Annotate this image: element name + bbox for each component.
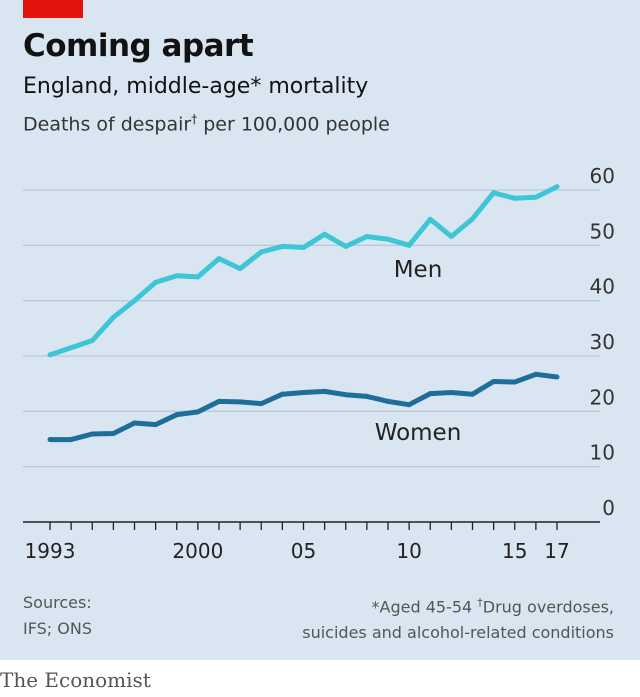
- sources-line-1: Sources:: [23, 593, 92, 612]
- point-women-2017: [554, 374, 560, 380]
- point-men-2005: [301, 245, 306, 251]
- x-tick-label-05: 05: [291, 539, 316, 563]
- point-women-2000: [195, 409, 201, 415]
- footnotes: *Aged 45-54 †Drug overdoses, suicides an…: [302, 590, 614, 646]
- point-men-2013: [470, 216, 475, 222]
- point-women-2006: [322, 388, 328, 394]
- footnote-dagger: †: [477, 596, 483, 609]
- point-men-2009: [385, 236, 391, 242]
- y-tick-label-50: 50: [590, 219, 615, 243]
- point-men-1993: [47, 352, 53, 358]
- point-women-2011: [427, 391, 433, 397]
- point-men-2011: [427, 216, 433, 222]
- line-chart: 0 10 20 30 40 50 60 1993 2000 05 10 15 17 Men Women: [23, 164, 615, 563]
- point-men-2003: [258, 249, 264, 255]
- publisher-logo: The Economist: [0, 668, 151, 692]
- sources-line-2: IFS; ONS: [23, 619, 92, 638]
- footnote-overdoses: Drug overdoses,: [482, 597, 614, 617]
- point-men-1995: [89, 338, 95, 344]
- point-men-2010: [406, 242, 412, 248]
- brand-red-tag: [23, 0, 83, 18]
- point-men-1999: [174, 273, 180, 279]
- point-women-2002: [237, 399, 243, 405]
- point-women-2010: [406, 402, 412, 408]
- point-men-1997: [132, 298, 137, 304]
- point-women-1996: [110, 430, 116, 436]
- series-women-line: [50, 371, 558, 443]
- point-women-2016: [533, 371, 539, 377]
- point-women-1995: [89, 431, 95, 437]
- x-tick-label-2000: 2000: [172, 539, 223, 563]
- y-tick-label-10: 10: [590, 441, 615, 465]
- x-tick-label-10: 10: [396, 539, 421, 563]
- series-label-women: Women: [375, 420, 462, 446]
- point-women-2015: [512, 379, 518, 385]
- point-women-2005: [301, 390, 306, 396]
- point-women-2009: [385, 398, 391, 404]
- chart-title: Coming apart: [23, 28, 254, 64]
- point-men-2016: [533, 194, 539, 200]
- y-tick-label-60: 60: [590, 164, 615, 188]
- point-women-2013: [470, 391, 475, 397]
- chart-panel: [0, 0, 640, 660]
- point-men-2015: [512, 195, 518, 201]
- chart-subtitle: England, middle-age* mortality: [23, 74, 369, 99]
- point-women-2003: [258, 401, 264, 407]
- point-women-2014: [491, 378, 497, 384]
- series-men-line: [49, 184, 559, 358]
- point-men-2012: [448, 233, 454, 239]
- unit-main-text: Deaths of despair: [23, 113, 192, 136]
- point-men-1998: [153, 279, 159, 285]
- y-tick-label-0: 0: [602, 496, 615, 520]
- label-layer: 0 10 20 30 40 50 60 1993 2000 05 10 15 17 Men Women: [25, 164, 615, 563]
- footnote-line-1: *Aged 45-54 †Drug overdoses,: [302, 590, 615, 620]
- point-men-2017: [554, 184, 560, 190]
- sources-note: Sources: IFS; ONS: [23, 590, 92, 642]
- point-women-1998: [153, 422, 159, 428]
- point-women-1993: [47, 437, 53, 443]
- point-women-2007: [343, 392, 349, 398]
- point-women-1997: [132, 420, 137, 426]
- chart-unit-label: Deaths of despair† per 100,000 people: [23, 112, 390, 135]
- footnote-age: *Aged 45-54: [371, 597, 478, 617]
- point-men-2002: [237, 266, 243, 272]
- point-men-2000: [195, 274, 201, 280]
- point-women-2012: [448, 390, 454, 396]
- point-women-1994: [68, 437, 74, 443]
- point-men-2001: [216, 256, 222, 262]
- x-tick-label-15: 15: [502, 539, 527, 563]
- grid-layer: [23, 189, 600, 468]
- point-men-2004: [279, 243, 285, 249]
- axis-layer: [23, 521, 600, 530]
- x-tick-label-17: 17: [544, 539, 569, 563]
- point-women-1999: [174, 412, 180, 418]
- point-women-2008: [364, 393, 370, 399]
- x-tick-label-1993: 1993: [25, 539, 76, 563]
- unit-dagger: †: [191, 112, 198, 126]
- point-men-2008: [364, 233, 370, 239]
- y-tick-label-30: 30: [590, 330, 615, 354]
- point-men-1994: [68, 345, 74, 351]
- y-tick-label-20: 20: [590, 385, 615, 409]
- point-men-2014: [491, 190, 497, 196]
- series-label-men: Men: [394, 257, 443, 283]
- unit-tail-text: per 100,000 people: [197, 113, 390, 136]
- point-women-2001: [216, 398, 222, 404]
- footnote-line-2: suicides and alcohol-related conditions: [302, 623, 614, 643]
- y-tick-label-40: 40: [590, 275, 615, 299]
- point-women-2004: [279, 391, 285, 397]
- point-men-2006: [322, 231, 328, 237]
- point-men-2007: [343, 243, 349, 249]
- series-layer: [47, 184, 560, 443]
- point-men-1996: [110, 314, 116, 320]
